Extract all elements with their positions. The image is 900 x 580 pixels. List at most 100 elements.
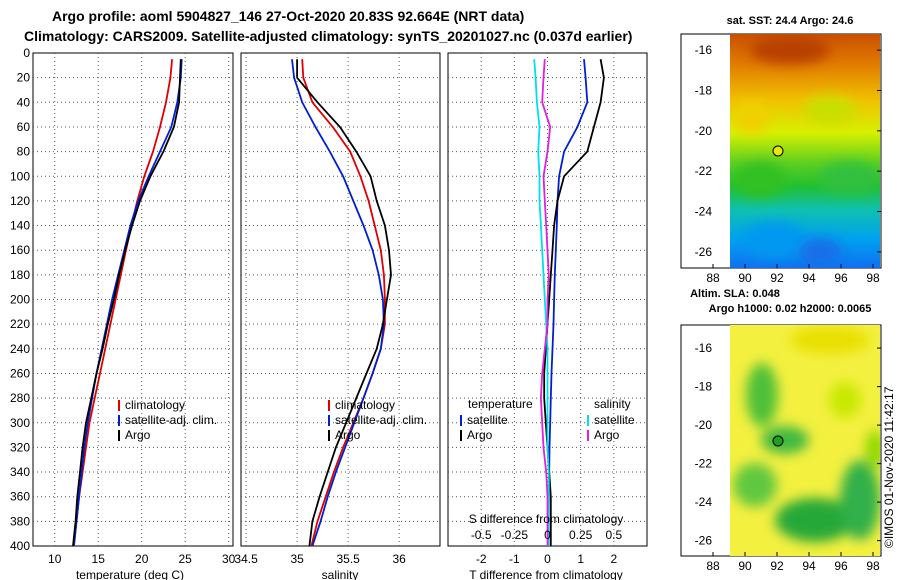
x-tick-label: 20 xyxy=(135,552,149,566)
map-x-tick-label: 90 xyxy=(738,559,752,573)
sst-map-ticks: 88 90 92 94 96 98 -16 -18 -20 -22 -24 -26 xyxy=(695,43,881,285)
map-y-tick-label: -26 xyxy=(695,245,713,259)
y-tick-label: 320 xyxy=(10,440,30,454)
sla-map-ticks: 88 90 92 94 96 98 -16 -18 -20 -22 -24 -26 xyxy=(695,341,881,573)
y-tick-label: 80 xyxy=(17,145,31,159)
s-tick-label: -0.25 xyxy=(501,528,529,542)
map-x-tick-label: 96 xyxy=(834,271,848,285)
map-x-tick-label: 92 xyxy=(770,271,784,285)
series-line-satellite-adj-clim- xyxy=(291,59,385,547)
x-tick-label: 2 xyxy=(610,552,617,566)
legend-climatology: climatology xyxy=(335,398,395,412)
y-tick-label: 180 xyxy=(10,268,30,282)
x-tick-label: 0 xyxy=(544,552,551,566)
map-y-tick-label: -26 xyxy=(695,534,713,548)
legend-argo: Argo xyxy=(125,428,151,442)
sst-map: sat. SST: 24.4 Argo: 24.6 88 90 92 94 96 98 -1… xyxy=(680,15,882,285)
legend-s-satellite: satellite xyxy=(594,413,635,427)
y-tick-label: 20 xyxy=(17,71,31,85)
sla-map-title: Altim. SLA: 0.048 xyxy=(690,288,780,300)
sla-map: Altim. SLA: 0.048 Argo h1000: 0.02 h2000… xyxy=(680,288,882,573)
map-x-tick-label: 88 xyxy=(706,559,720,573)
temperature-xlabel: temperature (deg C) xyxy=(76,568,184,580)
y-tick-label: 0 xyxy=(23,46,30,60)
map-y-tick-label: -24 xyxy=(695,495,713,509)
legend-t-argo: Argo xyxy=(467,428,493,442)
series-line-salinity-argo xyxy=(539,59,552,546)
s-tick-label: -0.5 xyxy=(471,528,492,542)
y-tick-label: 220 xyxy=(10,317,30,331)
map-y-tick-label: -22 xyxy=(695,457,713,471)
s-tick-label: 0 xyxy=(544,528,551,542)
map-y-tick-label: -16 xyxy=(695,43,713,57)
series-line-satellite-adj-clim- xyxy=(73,59,183,547)
legend-argo: Argo xyxy=(335,428,361,442)
map-y-tick-label: -24 xyxy=(695,205,713,219)
series-line-climatology xyxy=(73,59,173,547)
legend-temperature-title: temperature xyxy=(468,397,533,411)
map-x-tick-label: 90 xyxy=(738,271,752,285)
x-tick-label: -2 xyxy=(476,552,487,566)
series-line-argo xyxy=(296,59,392,547)
legend-t-satellite: satellite xyxy=(467,413,508,427)
imos-credit: ©IMOS 01-Nov-2020 11:42:17 xyxy=(882,386,896,548)
legend-salinity-title: salinity xyxy=(594,397,631,411)
y-tick-label: 100 xyxy=(10,169,30,183)
sla-map-subtitle: Argo h1000: 0.02 h2000: 0.0065 xyxy=(709,303,872,315)
series-line-climatology xyxy=(301,59,386,547)
salinity-xlabel: salinity xyxy=(322,568,359,580)
x-tick-label: 10 xyxy=(48,552,62,566)
map-x-tick-label: 88 xyxy=(706,271,720,285)
s-tick-label: 0.25 xyxy=(569,528,593,542)
map-x-tick-label: 96 xyxy=(834,559,848,573)
legend-satellite: satellite-adj. clim. xyxy=(335,413,427,427)
sla-map-argo-marker xyxy=(772,435,784,447)
salinity-legend: climatology satellite-adj. clim. Argo xyxy=(328,398,427,442)
x-tick-label: 30 xyxy=(222,552,236,566)
y-tick-label: 140 xyxy=(10,219,30,233)
difference-panel: -2 -1 0 1 2 -0.5 -0.25 0 0.25 0.5 xyxy=(447,52,648,566)
x-tick-label: 35 xyxy=(290,552,304,566)
map-x-tick-label: 94 xyxy=(802,559,816,573)
x-tick-label: 15 xyxy=(92,552,106,566)
y-tick-label: 360 xyxy=(10,490,30,504)
x-tick-label: 25 xyxy=(178,552,192,566)
y-tick-label: 380 xyxy=(10,514,30,528)
plot-frame xyxy=(240,52,441,547)
map-x-tick-label: 92 xyxy=(770,559,784,573)
legend-satellite: satellite-adj. clim. xyxy=(125,413,217,427)
y-tick-label: 200 xyxy=(10,293,30,307)
legend-s-argo: Argo xyxy=(594,428,620,442)
map-y-tick-label: -22 xyxy=(695,164,713,178)
map-y-tick-label: -20 xyxy=(695,418,713,432)
x-tick-label: 35.5 xyxy=(336,552,360,566)
difference-xlabel: T difference from climatology xyxy=(469,568,623,580)
y-tick-label: 280 xyxy=(10,391,30,405)
temperature-legend: climatology satellite-adj. clim. Argo xyxy=(118,398,217,442)
x-tick-label: 36 xyxy=(392,552,406,566)
title-line-2: Climatology: CARS2009. Satellite-adjuste… xyxy=(24,28,632,44)
title-line-1: Argo profile: aoml 5904827_146 27-Oct-20… xyxy=(52,8,524,24)
legend-climatology: climatology xyxy=(125,398,185,412)
map-y-tick-label: -18 xyxy=(695,83,713,97)
y-tick-label: 260 xyxy=(10,366,30,380)
y-tick-label: 300 xyxy=(10,416,30,430)
y-tick-label: 60 xyxy=(17,120,31,134)
series-line-argo xyxy=(72,59,182,547)
map-y-tick-label: -18 xyxy=(695,380,713,394)
y-tick-label: 240 xyxy=(10,342,30,356)
map-y-tick-label: -16 xyxy=(695,341,713,355)
s-difference-label: S difference from climatology xyxy=(469,512,624,526)
y-tick-label: 40 xyxy=(17,95,31,109)
series-line-salinity-satellite xyxy=(533,59,550,546)
y-tick-label: 400 xyxy=(10,539,30,553)
temperature-panel: 10 15 20 25 30020406080100120140160180200220… xyxy=(10,46,236,566)
sst-map-field xyxy=(730,34,880,268)
sla-map-field xyxy=(730,325,880,556)
map-x-tick-label: 98 xyxy=(866,271,880,285)
y-tick-label: 160 xyxy=(10,243,30,257)
map-x-tick-label: 98 xyxy=(866,559,880,573)
x-tick-label: 1 xyxy=(577,552,584,566)
map-x-tick-label: 94 xyxy=(802,271,816,285)
